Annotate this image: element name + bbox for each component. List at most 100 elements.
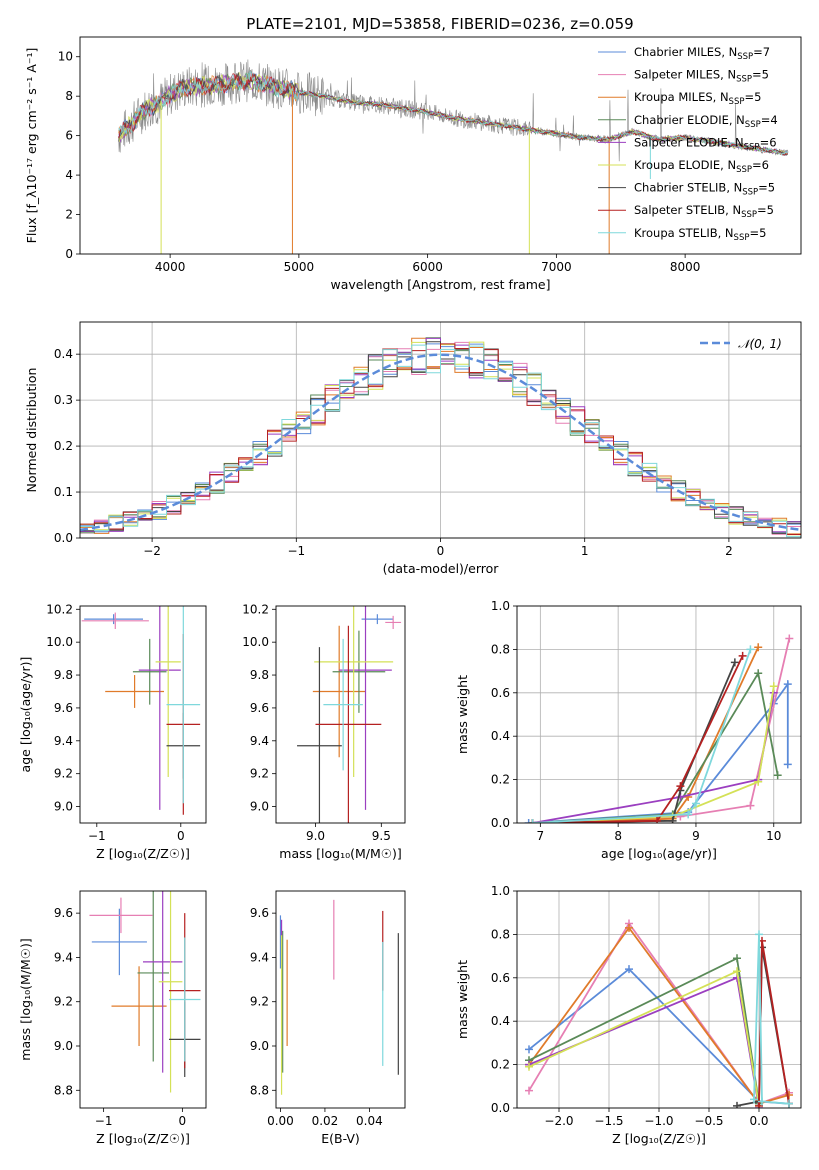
legend-suffix: =5 bbox=[752, 68, 769, 82]
legend-label: Kroupa ELODIE, NSSP=6 bbox=[634, 158, 769, 175]
series-marker bbox=[525, 1045, 533, 1054]
panel-massweight_vs_Z: −2.0 −1.5 −1.0 −0.5 0.0 0.0 0.2 0.4 0.6 0.8 1.0 Z [… bbox=[455, 884, 802, 1146]
y-tick-label: 9.8 bbox=[250, 668, 269, 682]
y-tick-label: 9.0 bbox=[54, 800, 73, 814]
y-tick-label: 0.2 bbox=[491, 773, 510, 787]
series-marker bbox=[758, 1097, 766, 1106]
series-line-kroupa-stelib bbox=[532, 649, 752, 823]
x-tick-label: 4000 bbox=[155, 260, 186, 274]
series-marker bbox=[769, 682, 778, 691]
plot-area bbox=[80, 337, 801, 538]
y-tick-label: 9.4 bbox=[54, 950, 73, 964]
series-marker bbox=[528, 819, 537, 823]
series-marker bbox=[730, 658, 739, 667]
legend-label: Kroupa STELIB, NSSP=5 bbox=[634, 226, 766, 243]
x-tick-label: 0.02 bbox=[312, 1114, 339, 1128]
series-marker bbox=[755, 930, 763, 939]
model-spectrum-line bbox=[118, 70, 788, 156]
panel-age_vs_Z: −1 0 9.0 9.2 9.4 9.6 9.8 10.0 10.2 Z [log₁₀(Z/Z☉)… bbox=[18, 602, 207, 861]
y-tick-label: 9.0 bbox=[54, 1039, 73, 1053]
x-tick-label: 0.04 bbox=[356, 1114, 383, 1128]
series-line-kroupa-elodie bbox=[528, 969, 760, 1106]
y-axis-label: mass weight bbox=[455, 960, 470, 1039]
y-tick-label: 6 bbox=[65, 129, 73, 143]
series-line-salpeter-elodie bbox=[532, 692, 775, 823]
series-marker bbox=[525, 1062, 533, 1071]
x-tick-label: 7000 bbox=[541, 260, 572, 274]
axes-frame bbox=[516, 605, 802, 824]
y-tick-label: 0.8 bbox=[491, 927, 510, 941]
legend: 𝒩(0, 1) bbox=[700, 337, 782, 351]
series-line-chabrier-stelib bbox=[532, 662, 736, 823]
y-tick-label: 10 bbox=[58, 50, 73, 64]
x-tick-label: 2 bbox=[725, 544, 733, 558]
axes-frame bbox=[79, 36, 802, 255]
legend-suffix: =7 bbox=[753, 45, 770, 59]
legend-label: Kroupa MILES, NSSP=5 bbox=[634, 90, 761, 107]
y-tick-label: 0.3 bbox=[54, 393, 73, 407]
plot-area bbox=[81, 606, 201, 815]
series-marker bbox=[733, 967, 741, 976]
y-tick-label: 9.2 bbox=[250, 995, 269, 1009]
x-axis-label: age [log₁₀(age/yr)] bbox=[601, 846, 717, 861]
axes-frame bbox=[79, 321, 802, 539]
series-marker bbox=[755, 1101, 763, 1108]
series-line-kroupa-miles bbox=[528, 926, 790, 1105]
series-marker bbox=[773, 771, 782, 780]
panel-massweight_vs_age: 7 8 9 10 0.0 0.2 0.4 0.6 0.8 1.0 age [log₁₀(age/yr… bbox=[455, 599, 802, 861]
x-tick-label: 8000 bbox=[670, 260, 701, 274]
legend-sub: SSP bbox=[736, 75, 752, 85]
y-tick-label: 0.0 bbox=[491, 816, 510, 830]
series-line-kroupa-stelib bbox=[753, 934, 790, 1105]
panel-mass_vs_EBV: 0.00 0.02 0.04 8.8 9.0 9.2 9.4 9.6 E(B-V) bbox=[250, 890, 406, 1146]
y-tick-label: 0.1 bbox=[54, 485, 73, 499]
legend-label: Salpeter ELODIE, NSSP=6 bbox=[634, 135, 777, 152]
legend-suffix: =5 bbox=[758, 181, 775, 195]
series-marker bbox=[625, 965, 633, 974]
legend-suffix: =6 bbox=[760, 135, 777, 149]
axes-frame bbox=[516, 890, 802, 1109]
y-tick-label: 0.4 bbox=[491, 729, 510, 743]
x-tick-label: −0.5 bbox=[694, 1114, 723, 1128]
legend-text: Chabrier MILES, N bbox=[634, 45, 737, 59]
x-tick-label: 6000 bbox=[412, 260, 443, 274]
y-axis-label: mass [log₁₀(M/M☉)] bbox=[18, 938, 33, 1060]
x-tick-label: 0 bbox=[179, 1114, 187, 1128]
legend-sub: SSP bbox=[742, 188, 758, 198]
legend-suffix: =4 bbox=[761, 113, 778, 127]
legend-suffix: =6 bbox=[752, 158, 769, 172]
plot-area bbox=[279, 899, 399, 1095]
series-marker bbox=[733, 954, 741, 963]
axes-frame bbox=[275, 890, 406, 1109]
series-marker bbox=[684, 792, 693, 801]
x-tick-label: −2 bbox=[143, 544, 161, 558]
panel-mass_vs_Z: −1 0 8.8 9.0 9.2 9.4 9.6 Z [log₁₀(Z/Z☉)] mass [l… bbox=[18, 890, 207, 1146]
series-marker bbox=[785, 1090, 793, 1099]
series-marker bbox=[785, 1099, 793, 1108]
series-marker bbox=[746, 645, 755, 654]
x-tick-label: −1.5 bbox=[594, 1114, 623, 1128]
legend-text: Kroupa STELIB, N bbox=[634, 226, 734, 240]
y-tick-label: 0.4 bbox=[491, 1014, 510, 1028]
legend-sub: SSP bbox=[741, 210, 757, 220]
y-tick-label: 0.2 bbox=[54, 439, 73, 453]
y-axis-label: mass weight bbox=[455, 675, 470, 754]
legend-sub: SSP bbox=[736, 165, 752, 175]
series-marker bbox=[783, 680, 792, 689]
legend-text: Kroupa ELODIE, N bbox=[634, 158, 736, 172]
series-marker bbox=[785, 634, 794, 643]
x-tick-label: −1.0 bbox=[644, 1114, 673, 1128]
x-tick-label: 10 bbox=[766, 829, 781, 843]
axes-frame bbox=[79, 605, 207, 824]
y-tick-label: 0.2 bbox=[491, 1058, 510, 1072]
series-marker bbox=[524, 819, 533, 823]
plot-area bbox=[525, 919, 793, 1108]
histogram-step-kroupa-stelib bbox=[80, 344, 801, 538]
x-tick-label: −1 bbox=[95, 1114, 113, 1128]
plot-area bbox=[118, 59, 789, 254]
y-tick-label: 9.4 bbox=[250, 950, 269, 964]
series-line-salpeter-stelib bbox=[758, 940, 790, 1106]
y-tick-label: 8 bbox=[65, 89, 73, 103]
legend-label: Chabrier STELIB, NSSP=5 bbox=[634, 181, 775, 198]
